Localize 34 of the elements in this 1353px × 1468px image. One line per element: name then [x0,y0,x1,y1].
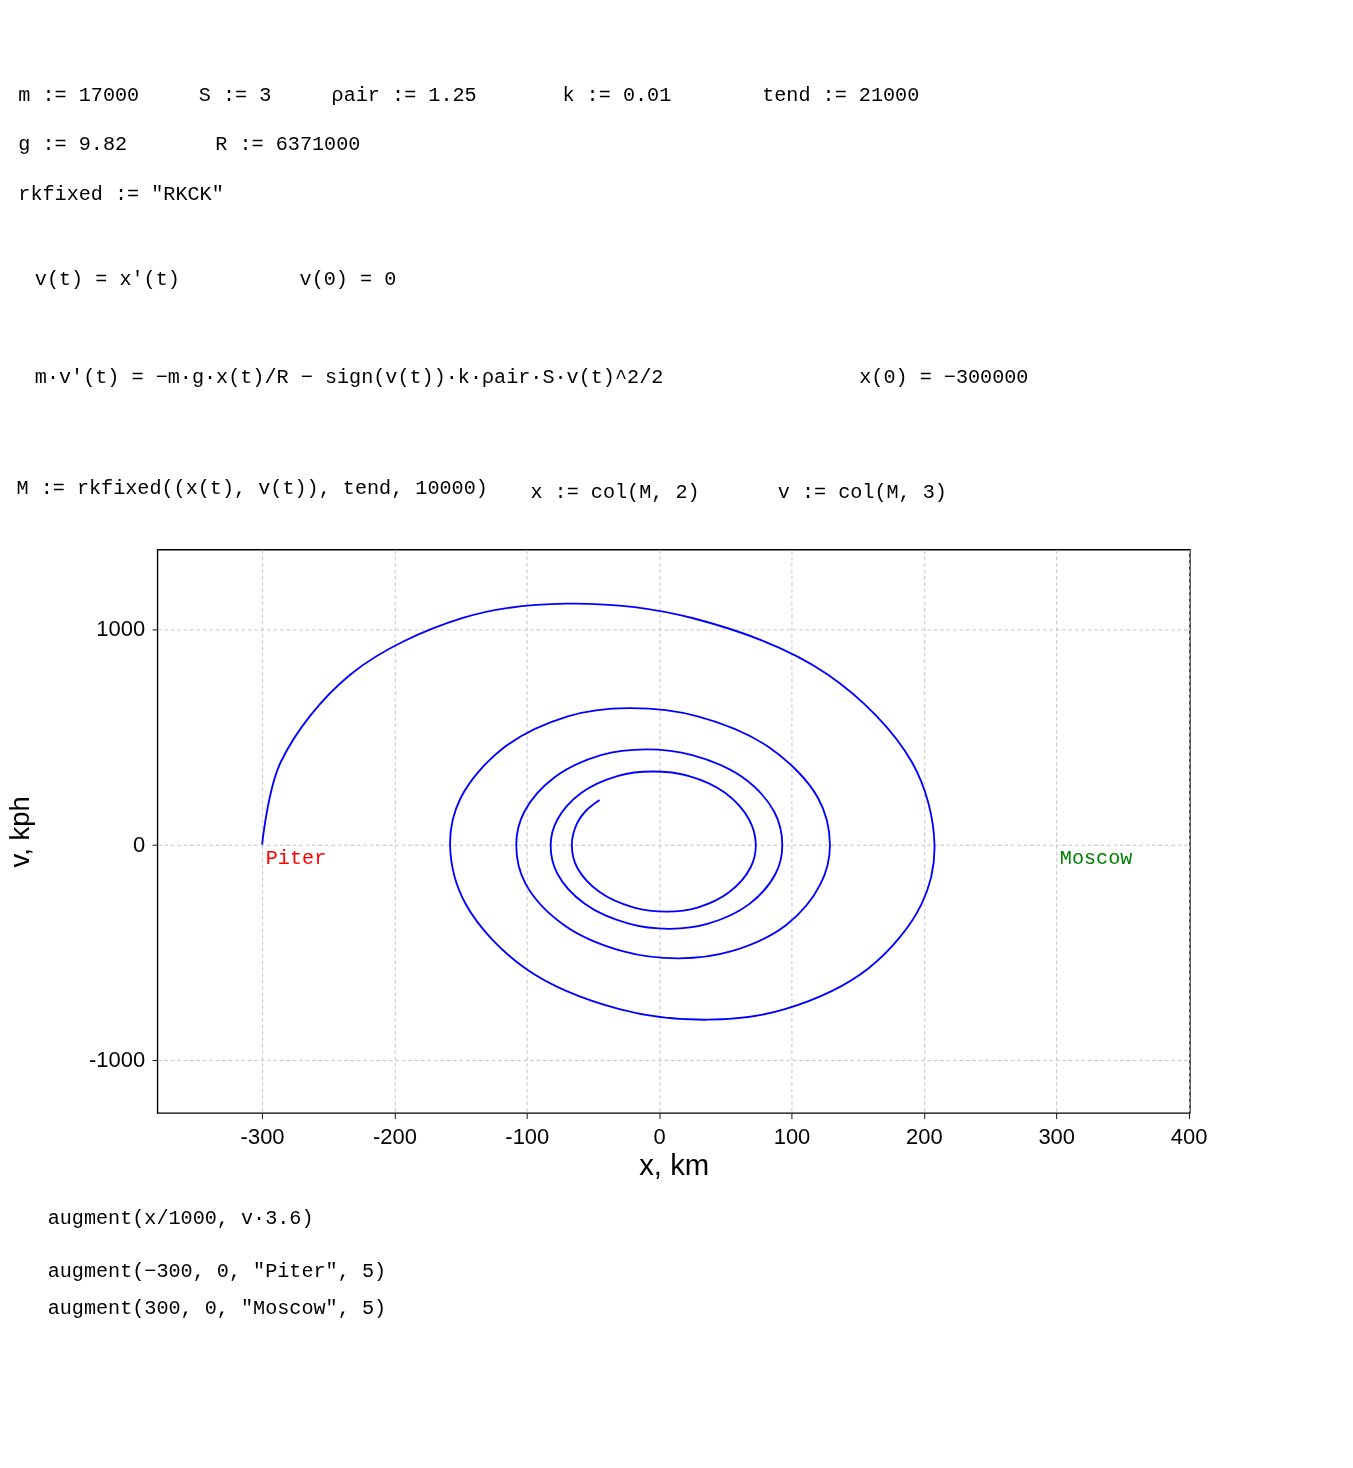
x-tick-label: 100 [773,1123,811,1149]
x-tick-label: 300 [1038,1123,1076,1149]
annotation: Moscow [1059,846,1133,870]
text: v(0) = 0 [299,268,397,292]
y-tick-label: 0 [132,831,146,857]
text: v := col(M, 3) [777,481,947,505]
text: tend := 21000 [762,83,920,107]
y-tick-label: -1000 [88,1046,146,1072]
text: g := 9.82 [18,133,128,157]
annotation: Piter [265,846,327,870]
text: R := 6371000 [215,133,361,157]
x-tick-label: 0 [653,1123,666,1149]
x-tick-label: -200 [372,1123,417,1149]
text: k := 0.01 [562,83,672,107]
x-axis-title: x, km [639,1147,710,1181]
text: rkfixed := "RKCK" [18,182,224,206]
x-tick-label: 400 [1170,1123,1208,1149]
text: augment(x/1000, v·3.6) [47,1206,314,1230]
text: m·v'(t) = −m·g·x(t)/R − sign(v(t))·k·ρair·S·v(t)^2/2 [34,366,664,390]
y-tick-label: 1000 [96,616,146,642]
text: x(0) = −300000 [859,366,1029,390]
line-series [261,602,936,1021]
text: augment(300, 0, "Moscow", 5) [47,1296,387,1320]
x-tick-label: 200 [906,1123,943,1149]
x-tick-label: -300 [240,1123,285,1149]
text: S := 3 [198,83,272,107]
text: augment(−300, 0, "Piter", 5) [47,1260,387,1284]
text: ρair := 1.25 [331,83,477,107]
text: v(t) = x'(t) [34,268,180,292]
text: x := col(M, 2) [530,481,700,505]
x-tick-label: -100 [505,1123,550,1149]
text: M := rkfixed((x(t), v(t)), tend, 10000) [16,476,488,500]
text: m := 17000 [18,83,140,107]
y-axis-title: v, kph [3,796,35,868]
